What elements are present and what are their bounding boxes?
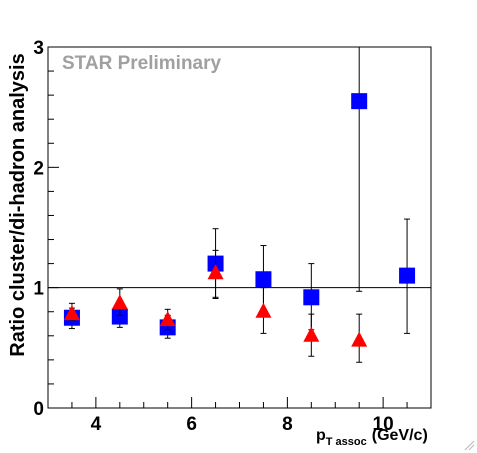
data-point-triangle xyxy=(303,326,320,342)
data-point-triangle xyxy=(63,305,80,321)
data-point-triangle xyxy=(351,331,368,347)
data-point-square xyxy=(303,289,320,306)
series-triangle xyxy=(63,249,368,363)
x-tick-label: 10 xyxy=(373,414,394,435)
data-point-triangle xyxy=(111,294,128,310)
x-axis-title: pT assoc (GeV/c) xyxy=(316,427,428,448)
axis-ticks xyxy=(47,46,432,409)
tick-labels: 4 6 8 10 0 1 2 3 xyxy=(33,38,393,435)
data-point-triangle xyxy=(255,302,272,318)
x-tick-label: 4 xyxy=(91,414,102,435)
y-tick-label: 3 xyxy=(33,38,44,59)
watermark-label: STAR Preliminary xyxy=(62,53,222,74)
markers-layer xyxy=(63,46,416,363)
data-point-triangle xyxy=(159,311,176,327)
y-tick-label: 2 xyxy=(33,158,44,179)
x-axis-title-subscript: T assoc xyxy=(326,436,367,448)
data-point-triangle xyxy=(207,264,224,280)
plot-frame xyxy=(47,46,432,409)
data-point-square xyxy=(255,271,272,288)
series-square xyxy=(63,46,416,339)
x-tick-label: 8 xyxy=(282,414,293,435)
y-axis-title: Ratio cluster/di-hadron analysis xyxy=(7,53,29,356)
y-tick-label: 0 xyxy=(33,399,44,420)
data-point-square xyxy=(111,308,128,325)
y-tick-label: 1 xyxy=(33,279,44,300)
x-axis-title-main: p xyxy=(316,427,326,444)
x-tick-label: 6 xyxy=(186,414,197,435)
resize-grip-icon[interactable] xyxy=(463,439,475,451)
data-point-square xyxy=(399,267,416,284)
data-point-square xyxy=(351,93,368,110)
x-axis-title-unit: (GeV/c) xyxy=(372,427,428,444)
